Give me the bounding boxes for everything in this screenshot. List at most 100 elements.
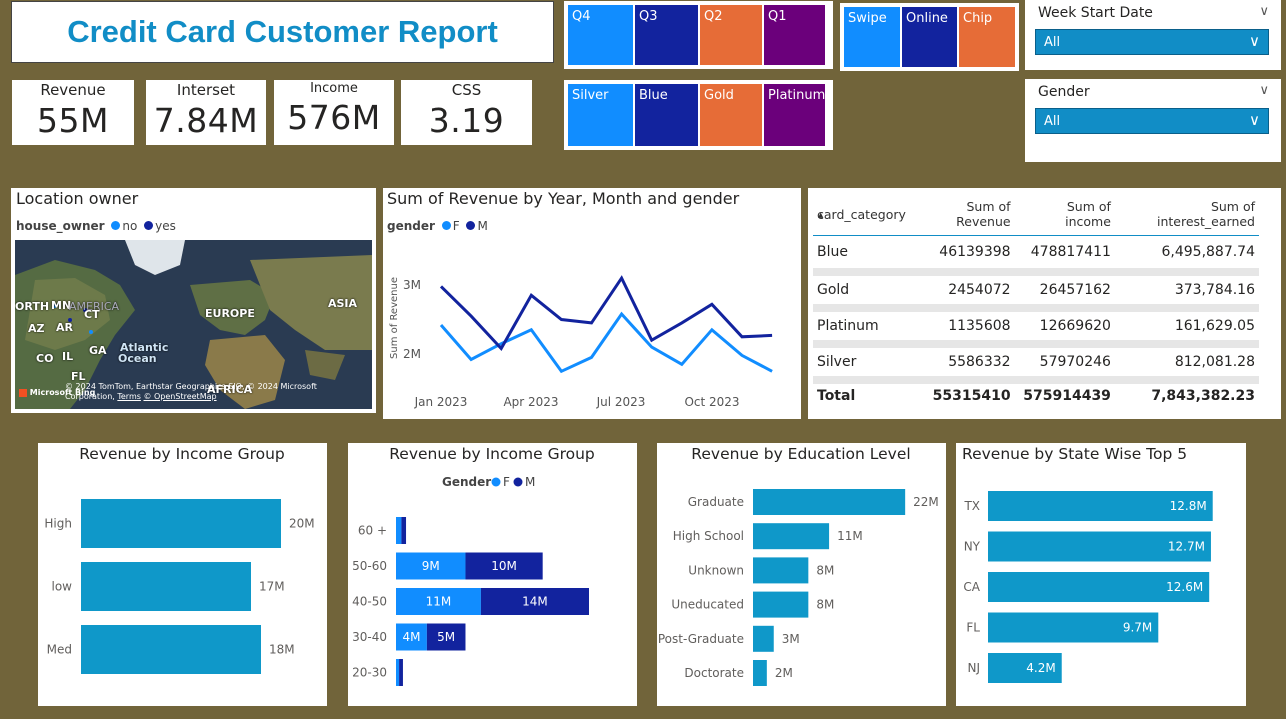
map-label: CT: [84, 308, 100, 321]
dropdown-value: All: [1044, 114, 1061, 129]
stacked-bar-f[interactable]: [396, 588, 481, 615]
stacked-bar-m[interactable]: [401, 517, 407, 544]
terms-link[interactable]: Terms: [117, 392, 141, 401]
legend-title: house_owner: [16, 219, 105, 233]
slicer-tile-chip[interactable]: Chip: [959, 7, 1015, 67]
table-cell: 26457162: [1014, 271, 1115, 312]
line-chart-title: Sum of Revenue by Year, Month and gender: [387, 189, 740, 208]
table-row[interactable]: Gold 2454072 26457162 373,784.16: [813, 271, 1259, 312]
bar[interactable]: [988, 531, 1211, 562]
bar[interactable]: [988, 572, 1210, 602]
bar[interactable]: [81, 562, 251, 611]
table-cell: Total: [813, 379, 910, 410]
x-tick-label: Jan 2023: [414, 395, 468, 409]
week-start-slicer: Week Start Date ∨ All ∨: [1025, 0, 1281, 70]
slicer-title: Gender: [1038, 84, 1090, 100]
income-group-bar-chart[interactable]: Revenue by Income Group High 20M low 17M Med 1…: [38, 443, 327, 706]
stacked-bar-f[interactable]: [396, 552, 466, 580]
table-cell: Silver: [813, 343, 910, 384]
stacked-bar-m[interactable]: [399, 659, 403, 686]
week-start-dropdown[interactable]: All ∨: [1035, 29, 1269, 55]
bar[interactable]: [988, 653, 1062, 683]
quarter-slicer: Q4 Q3 Q2 Q1: [564, 1, 833, 69]
bar-chart-title: Revenue by Education Level: [691, 445, 910, 463]
kpi-value: 576M: [287, 98, 381, 137]
category-label: FL: [966, 621, 980, 635]
kpi-value: 7.84M: [153, 101, 259, 140]
bar[interactable]: [753, 523, 830, 550]
slicer-tile-platinum[interactable]: Platinum: [764, 84, 825, 146]
data-label: 8M: [816, 598, 834, 612]
legend-item: M: [477, 219, 488, 233]
stacked-bar-f[interactable]: [396, 623, 427, 651]
use-type-slicer: Swipe Online Chip: [840, 3, 1019, 71]
legend-item: no: [122, 219, 138, 233]
table-cell: 57970246: [1014, 343, 1115, 384]
table-row[interactable]: Silver 5586332 57970246 812,081.28: [813, 343, 1259, 384]
category-label: 20-30: [352, 666, 387, 680]
category-label: 30-40: [352, 630, 387, 644]
bar[interactable]: [988, 612, 1159, 643]
bar[interactable]: [753, 625, 774, 652]
bar-chart-title: Revenue by Income Group: [389, 445, 595, 463]
bar[interactable]: [753, 557, 809, 584]
series-line-f[interactable]: [439, 311, 773, 374]
report-title-box: Credit Card Customer Report: [11, 1, 554, 63]
stacked-bar-m[interactable]: [465, 552, 543, 580]
column-header[interactable]: Sum of interest_earned: [1114, 196, 1259, 236]
slicer-tile-q3[interactable]: Q3: [635, 5, 700, 65]
line-chart-svg[interactable]: Sum of Revenue 3M 2M Jan 2023 Apr 2023 J…: [383, 188, 801, 419]
slicer-tile-swipe[interactable]: Swipe: [844, 7, 902, 67]
table-row[interactable]: Platinum 1135608 12669620 161,629.05: [813, 307, 1259, 348]
income-group-gender-bar-chart[interactable]: Revenue by Income Group Gender F M 60 + 50-60…: [348, 443, 637, 706]
data-label: 17M: [259, 580, 285, 594]
column-header[interactable]: Sum of income: [1014, 196, 1115, 236]
stacked-bar-f[interactable]: [396, 517, 402, 544]
category-label: 40-50: [352, 595, 387, 609]
table-cell: Platinum: [813, 307, 910, 348]
osm-link[interactable]: © OpenStreetMap: [143, 392, 217, 401]
attribution-text: © 2024 TomTom, Earthstar Geographics SIO…: [65, 382, 317, 401]
kpi-label: Revenue: [40, 81, 106, 99]
education-level-bar-chart[interactable]: Revenue by Education Level Graduate 22M Hig…: [657, 443, 946, 706]
data-label: 9.7M: [1123, 621, 1152, 635]
stacked-bar-m[interactable]: [426, 623, 466, 651]
series-line-m[interactable]: [439, 275, 773, 352]
x-tick-label: Oct 2023: [684, 395, 739, 409]
bar[interactable]: [753, 660, 767, 686]
slicer-tile-blue[interactable]: Blue: [635, 84, 700, 146]
map-label: AZ: [28, 322, 45, 335]
slicer-tile-silver[interactable]: Silver: [568, 84, 635, 146]
slicer-tile-gold[interactable]: Gold: [700, 84, 764, 146]
stacked-bar-f[interactable]: [396, 659, 400, 686]
stacked-bar-m[interactable]: [480, 588, 589, 615]
kpi-label: Income: [310, 81, 358, 96]
table-row[interactable]: Blue 46139398 478817411 6,495,887.74: [813, 235, 1259, 276]
category-label: Graduate: [688, 495, 744, 509]
bar[interactable]: [988, 491, 1213, 521]
column-header[interactable]: card_category: [813, 196, 910, 236]
state-top5-bar-chart[interactable]: Revenue by State Wise Top 5 TX 12.8M NY 12.7…: [956, 443, 1246, 706]
slicer-tile-q1[interactable]: Q1: [764, 5, 825, 65]
x-tick-label: Apr 2023: [503, 395, 558, 409]
state-top5-bar-card: Revenue by State Wise Top 5 TX 12.8M NY 12.7…: [956, 443, 1246, 706]
bar[interactable]: [81, 499, 281, 548]
slicer-tile-q4[interactable]: Q4: [568, 5, 635, 65]
map-label: CO: [36, 352, 54, 365]
slicer-tile-q2[interactable]: Q2: [700, 5, 764, 65]
data-label: 10M: [491, 559, 517, 573]
chevron-down-icon: ∨: [1249, 111, 1260, 129]
bing-icon: [19, 388, 27, 397]
bar[interactable]: [753, 489, 906, 515]
bar[interactable]: [81, 625, 261, 674]
chevron-down-icon[interactable]: ∨: [1259, 4, 1269, 19]
gender-dropdown[interactable]: All ∨: [1035, 108, 1269, 134]
category-label: High School: [673, 529, 744, 543]
column-header[interactable]: Sum of Revenue: [909, 196, 1015, 236]
map-canvas[interactable]: ORTH MN AMERICA CT AZ AR CO IL GA FL EUR…: [15, 240, 372, 409]
slicer-tile-online[interactable]: Online: [902, 7, 959, 67]
bar[interactable]: [753, 591, 809, 618]
revenue-line-chart-card: Sum of Revenue by Year, Month and gender…: [383, 188, 801, 419]
kpi-card-interest: Interset 7.84M: [146, 80, 266, 145]
chevron-down-icon[interactable]: ∨: [1259, 83, 1269, 98]
